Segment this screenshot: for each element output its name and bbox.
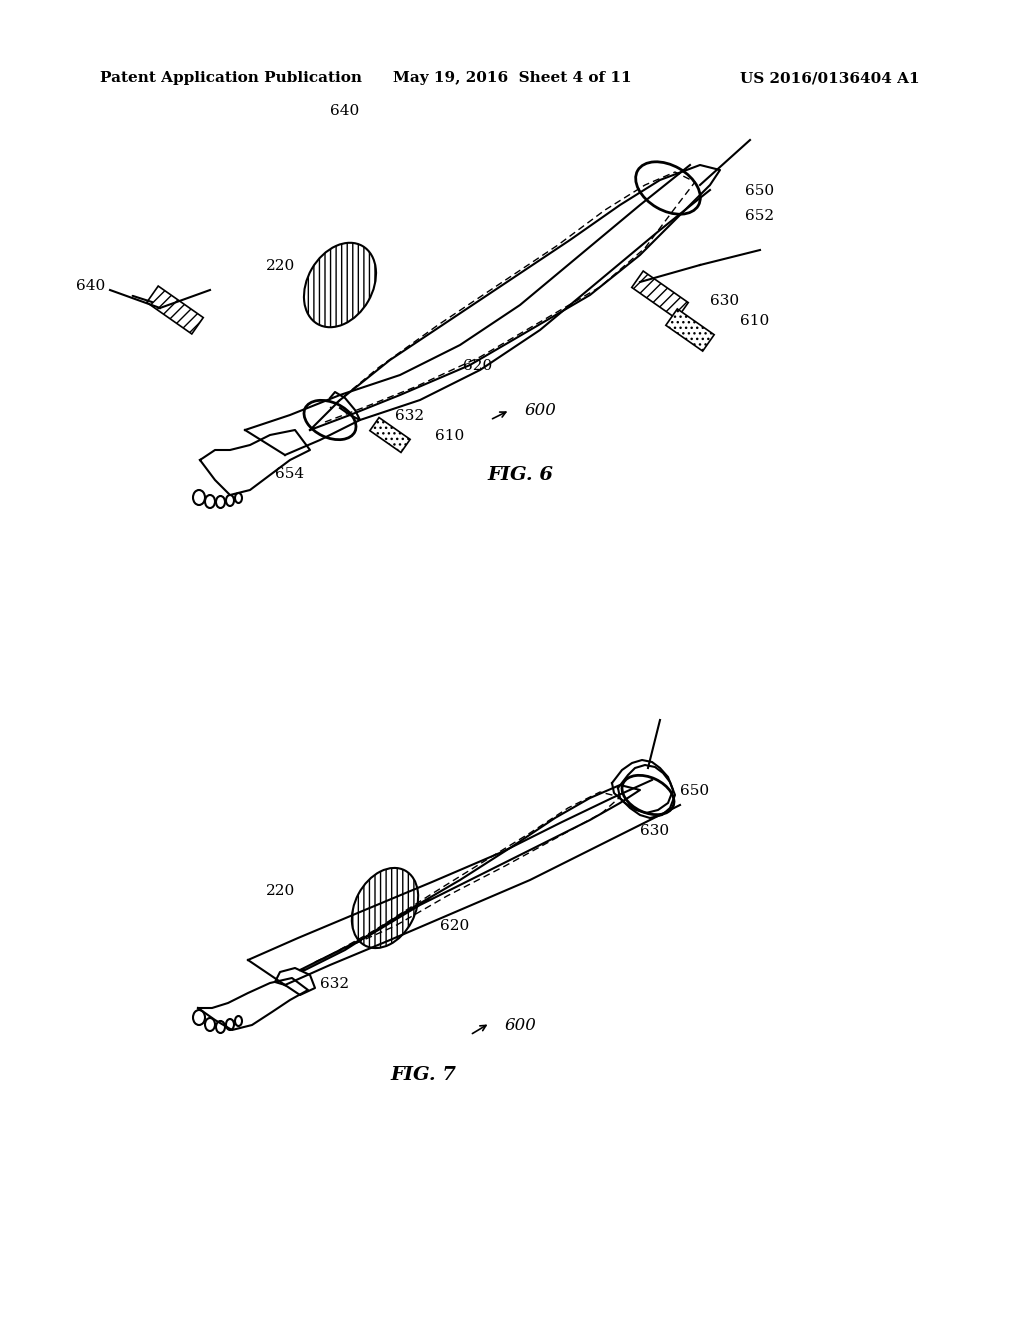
Text: 220: 220 — [266, 884, 295, 898]
Text: FIG. 7: FIG. 7 — [390, 1067, 456, 1084]
Text: May 19, 2016  Sheet 4 of 11: May 19, 2016 Sheet 4 of 11 — [392, 71, 632, 84]
Ellipse shape — [352, 869, 418, 948]
Polygon shape — [370, 417, 411, 453]
Ellipse shape — [304, 243, 376, 327]
Text: 630: 630 — [640, 824, 669, 838]
Text: Patent Application Publication: Patent Application Publication — [100, 71, 362, 84]
Text: 630: 630 — [710, 294, 739, 308]
Polygon shape — [666, 309, 714, 351]
Text: 652: 652 — [745, 209, 774, 223]
Text: 600: 600 — [525, 403, 557, 418]
Text: 640: 640 — [331, 104, 359, 117]
Polygon shape — [632, 271, 688, 319]
Text: 610: 610 — [435, 429, 464, 444]
Text: 600: 600 — [505, 1016, 537, 1034]
Text: 632: 632 — [319, 977, 349, 991]
Text: FIG. 6: FIG. 6 — [487, 466, 553, 484]
Polygon shape — [146, 286, 203, 334]
Text: 620: 620 — [463, 359, 493, 374]
Text: 620: 620 — [440, 919, 469, 933]
Text: 650: 650 — [745, 183, 774, 198]
Text: 632: 632 — [395, 409, 424, 422]
Text: 650: 650 — [680, 784, 710, 799]
Text: US 2016/0136404 A1: US 2016/0136404 A1 — [740, 71, 920, 84]
Text: 220: 220 — [266, 259, 295, 273]
Text: 610: 610 — [740, 314, 769, 327]
Text: 654: 654 — [275, 467, 304, 480]
Text: 640: 640 — [76, 279, 105, 293]
